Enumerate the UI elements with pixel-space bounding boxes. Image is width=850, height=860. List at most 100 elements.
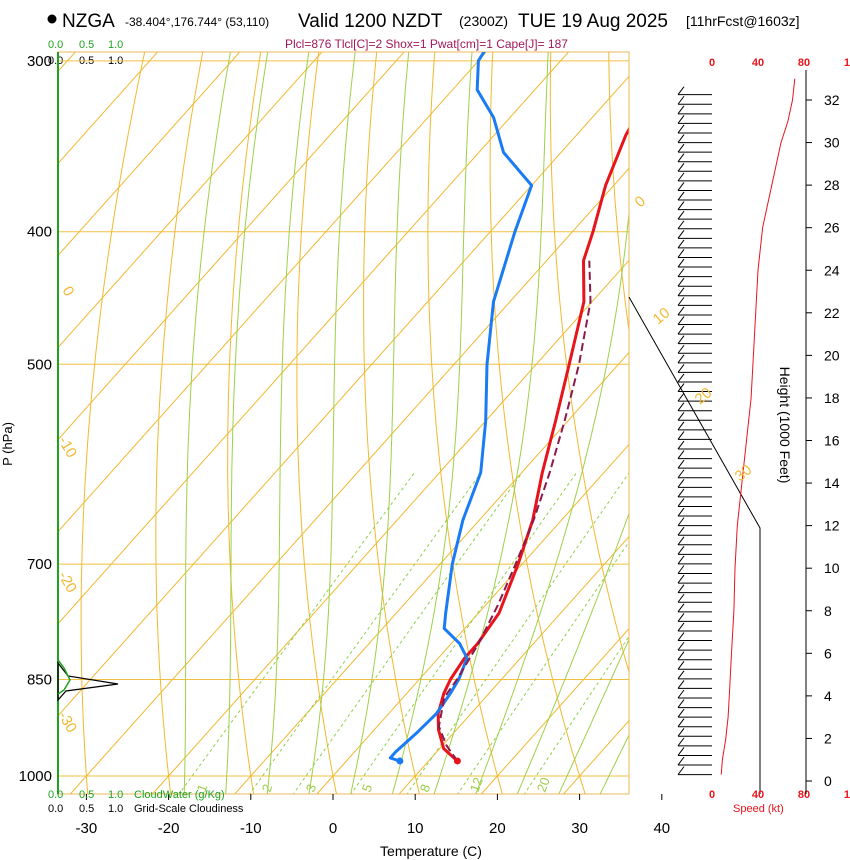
moist-adiabat: [308, 52, 356, 794]
mixing-ratio-line: [457, 541, 629, 794]
wind-barb-flag: [677, 124, 685, 134]
wind-barb-flag: [677, 641, 685, 651]
moist-adiabat: [350, 52, 410, 794]
temp-tick-label: 10: [407, 820, 424, 837]
speed-tick-top: 0: [709, 57, 715, 69]
wind-barb-flag: [677, 335, 685, 344]
wind-barb-flag: [677, 86, 685, 95]
moist-adiabat: [183, 52, 231, 794]
wind-barb-flag: [677, 402, 685, 412]
wind-barb-flag: [677, 565, 685, 574]
cw-top-2: 1.0: [108, 39, 123, 51]
mixing-ratio-label: 12: [467, 775, 486, 794]
speed-tick-top: 12: [844, 57, 850, 69]
wind-barb-flag: [677, 766, 685, 775]
wind-barb-flag: [677, 613, 685, 622]
isotherm: [58, 52, 488, 533]
isotherm: [58, 52, 405, 441]
dry-adiabat: [363, 52, 420, 794]
isotherm: [234, 351, 629, 794]
wind-barb-flag: [677, 258, 685, 268]
speed-tick-bottom: 0: [709, 789, 715, 801]
height-tick-label: 18: [824, 390, 840, 406]
isotherm-label: 0: [632, 193, 649, 211]
speed-tick-bottom: 80: [798, 789, 810, 801]
parcel-trace: [437, 260, 592, 762]
wind-barb-flag: [677, 316, 685, 325]
wind-barb-flag: [677, 756, 685, 766]
dry-adiabat: [665, 0, 839, 805]
isotherm: [398, 535, 629, 794]
wind-barb-flag: [677, 546, 685, 555]
cw-top-0: 0.0: [48, 39, 63, 51]
wind-barb-flag: [677, 603, 685, 613]
wind-barb-flag: [677, 325, 685, 335]
wind-barb-flag: [677, 689, 685, 699]
wind-barb-flag: [677, 249, 685, 258]
mixing-ratio-line: [248, 472, 482, 794]
moist-adiabat: [391, 52, 473, 794]
wind-barb-flag: [677, 115, 685, 124]
pressure-tick-label: 850: [27, 671, 52, 688]
mixing-ratio-label: 20: [534, 775, 553, 794]
wind-barb-flag: [677, 191, 685, 201]
wind-barb-flag: [677, 95, 685, 105]
wind-barb-flag: [677, 440, 685, 450]
sounding-traces: [388, 52, 629, 763]
forecast-date: TUE 19 Aug 2025: [518, 11, 668, 32]
moist-adiabat: [599, 733, 629, 794]
wind-barb-flag: [677, 708, 685, 718]
cl-bot-2: 1.0: [108, 803, 123, 815]
wind-barb-flag: [677, 574, 685, 584]
cw-top-1: 0.5: [79, 39, 94, 51]
cloudiness-label: Grid-Scale Cloudiness: [134, 803, 244, 815]
wind-barb-flag: [677, 670, 685, 680]
wind-barb-flag: [677, 153, 685, 163]
surface-temp-dot: [453, 757, 461, 765]
pressure-tick-label: 700: [27, 556, 52, 573]
cl-bot-0: 0.0: [48, 803, 63, 815]
zulu-time: (2300Z): [459, 13, 508, 29]
mixing-ratio-line: [292, 472, 523, 794]
wind-barb-flag: [677, 230, 685, 239]
height-tick-label: 20: [824, 347, 840, 363]
dry-adiabat: [489, 52, 586, 794]
station-name: NZGA: [62, 11, 115, 32]
temp-tick-label: 20: [489, 820, 506, 837]
height-tick-label: 14: [824, 475, 840, 491]
wind-barb-flag: [677, 306, 685, 316]
forecast-run: [11hrFcst@1603z]: [686, 13, 800, 29]
cl-top-0: 0.0: [48, 55, 63, 67]
wind-barb-flag: [677, 526, 685, 536]
temp-tick-label: 0: [329, 820, 337, 837]
isotherm-label: 30: [732, 461, 756, 485]
wind-barb-flag: [677, 431, 685, 440]
wind-barb-flag: [677, 268, 685, 277]
y-axis-label: P (hPa): [0, 422, 15, 466]
isotherm: [58, 52, 323, 349]
cw-bot-0: 0.0: [48, 789, 63, 801]
wind-barb-flag: [677, 680, 685, 689]
wind-barb-flag: [677, 411, 685, 421]
wind-barb-flag: [677, 699, 685, 708]
station-dot: [47, 14, 57, 24]
mixing-ratio-line: [406, 472, 629, 794]
height-tick-label: 32: [824, 92, 840, 108]
dry-adiabat: [80, 52, 146, 794]
cloudwater-spike: [57, 659, 71, 695]
height-tick-label: 10: [824, 560, 840, 576]
dewpoint-trace: [388, 52, 534, 763]
mixing-ratio-line: [350, 472, 578, 794]
wind-barb-flag: [677, 622, 685, 632]
wind-barb-flag: [677, 498, 685, 507]
cw-bot-2: 1.0: [108, 789, 123, 801]
dry-adiabat: [155, 52, 204, 794]
surface-dewpoint-dot: [396, 757, 404, 765]
sounding-params: Plcl=876 Tlcl[C]=2 Shox=1 Pwat[cm]=1 Cap…: [285, 37, 568, 51]
isotherm: [316, 443, 629, 794]
wind-barb-flag: [677, 143, 685, 153]
isotherm: [58, 52, 159, 165]
wind-barb-flag: [677, 584, 685, 593]
wind-barb-flag: [677, 162, 685, 172]
